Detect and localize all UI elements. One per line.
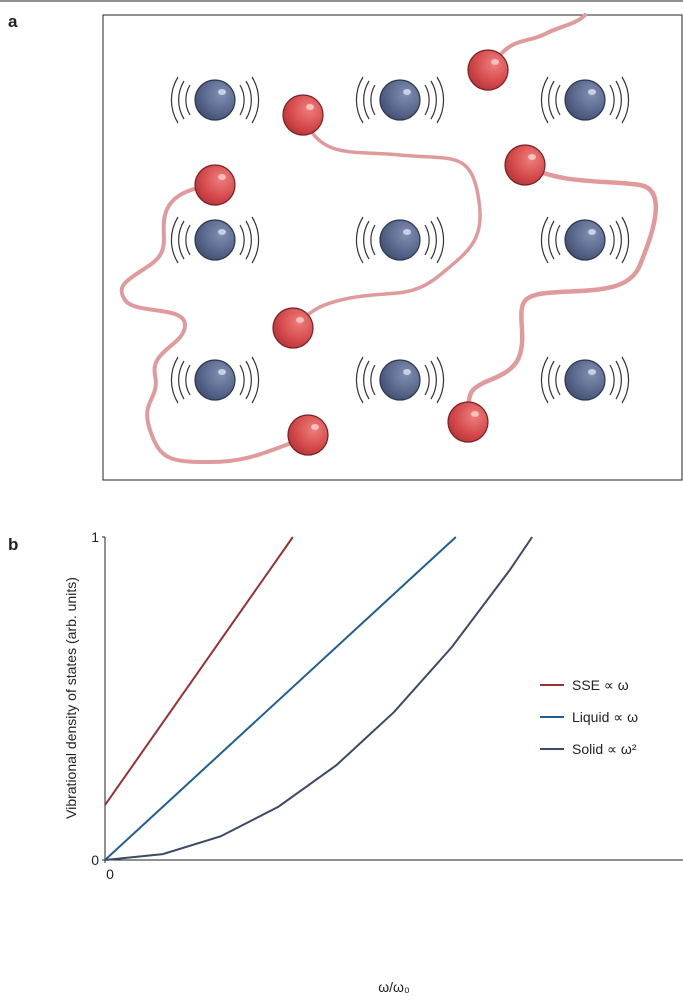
legend-label: Liquid ∝ ω — [572, 709, 638, 725]
panel-label: a — [8, 12, 18, 31]
ion — [541, 217, 628, 263]
ion — [171, 77, 258, 123]
ion — [356, 77, 443, 123]
panel-label: b — [8, 535, 18, 554]
series-line — [105, 537, 532, 860]
ion — [541, 77, 628, 123]
mobile-ion — [283, 95, 323, 135]
x-tick-label: 0 — [106, 866, 114, 882]
ion — [171, 217, 258, 263]
ion — [171, 357, 258, 403]
mobile-ion — [288, 415, 328, 455]
mobile-ion — [195, 165, 235, 205]
series-line — [105, 537, 293, 805]
figure: a b ω/ω₀ Vibrational density of states (… — [0, 0, 683, 1000]
mobile-ions — [195, 50, 545, 455]
y-tick-label: 0 — [91, 852, 99, 868]
ion — [541, 357, 628, 403]
y-axis-label: Vibrational density of states (arb. unit… — [63, 577, 79, 819]
legend-label: SSE ∝ ω — [572, 677, 629, 693]
mobile-ion — [468, 50, 508, 90]
x-axis-label: ω/ω₀ — [378, 979, 410, 995]
y-tick-label: 1 — [91, 529, 99, 545]
series-line — [105, 537, 456, 860]
mobile-ion — [505, 145, 545, 185]
mobile-ion — [448, 402, 488, 442]
mobile-ion — [273, 308, 313, 348]
ion — [356, 217, 443, 263]
ions — [171, 77, 628, 403]
ion — [356, 357, 443, 403]
legend-label: Solid ∝ ω² — [572, 741, 637, 757]
